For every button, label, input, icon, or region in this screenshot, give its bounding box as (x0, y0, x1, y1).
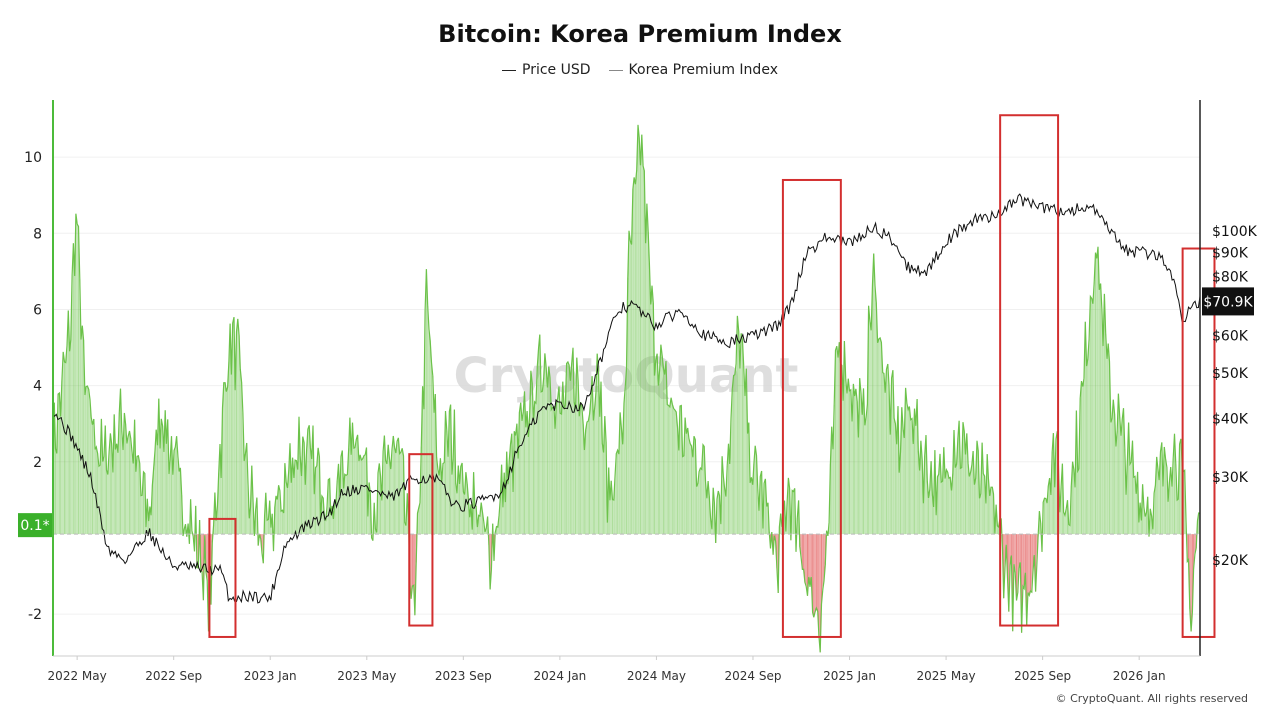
right-tick-label: $30K (1212, 470, 1249, 486)
x-tick-label: 2024 Sep (724, 669, 781, 683)
current-price-badge (1202, 287, 1254, 316)
threshold-badge (18, 513, 52, 538)
x-tick-label: 2025 Sep (1014, 669, 1071, 683)
right-tick-label: $40K (1212, 411, 1249, 427)
highlight-box-5[interactable] (1181, 247, 1216, 638)
x-tick-label: 2023 Jan (244, 669, 297, 683)
legend-label-premium: Korea Premium Index (628, 62, 778, 78)
x-tick-label: 2026 Jan (1113, 669, 1166, 683)
series-line-price-usd[interactable] (52, 193, 1201, 604)
highlight-box-1[interactable] (208, 517, 237, 638)
series-line-korea-premium[interactable] (52, 124, 1201, 653)
x-tick-label: 2024 Jan (533, 669, 586, 683)
legend-item-premium[interactable]: Korea Premium Index (608, 62, 778, 78)
right-tick-label: $60K (1212, 329, 1249, 345)
legend-label-price: Price USD (522, 62, 591, 78)
highlight-box-2[interactable] (408, 453, 434, 627)
legend-swatch-premium (608, 69, 623, 71)
x-tick-label: 2022 Sep (145, 669, 202, 683)
chart-title: Bitcoin: Korea Premium Index (438, 20, 842, 48)
current-price-label: $70.9K (1203, 294, 1253, 310)
x-tick-label: 2025 May (916, 669, 975, 683)
threshold-label: 0.1* (20, 518, 49, 534)
x-tick-label: 2025 Jan (823, 669, 876, 683)
x-tick-label: 2023 Sep (435, 669, 492, 683)
legend: Price USD Korea Premium Index (0, 62, 1280, 78)
left-tick-label: 8 (33, 226, 42, 242)
left-tick-label: 4 (33, 379, 42, 395)
x-tick-label: 2023 May (337, 669, 396, 683)
left-tick-label: 6 (33, 302, 42, 318)
premium-negative-fill (182, 534, 1197, 653)
left-tick-label: 10 (24, 150, 42, 166)
right-tick-label: $90K (1212, 246, 1249, 262)
x-tick-label: 2024 May (627, 669, 686, 683)
right-tick-label: $50K (1212, 366, 1249, 382)
right-tick-label: $80K (1212, 270, 1249, 286)
copyright-footer: © CryptoQuant. All rights reserved (1055, 692, 1248, 705)
legend-swatch-price (502, 69, 517, 71)
right-tick-label: $100K (1212, 224, 1258, 240)
highlight-box-4[interactable] (999, 114, 1060, 627)
x-tick-label: 2022 May (48, 669, 107, 683)
left-tick-label: 2 (33, 455, 42, 471)
right-tick-label: $20K (1212, 553, 1249, 569)
highlight-box-3[interactable] (781, 178, 842, 638)
legend-item-price[interactable]: Price USD (502, 62, 591, 78)
left-tick-label: -2 (28, 607, 42, 623)
